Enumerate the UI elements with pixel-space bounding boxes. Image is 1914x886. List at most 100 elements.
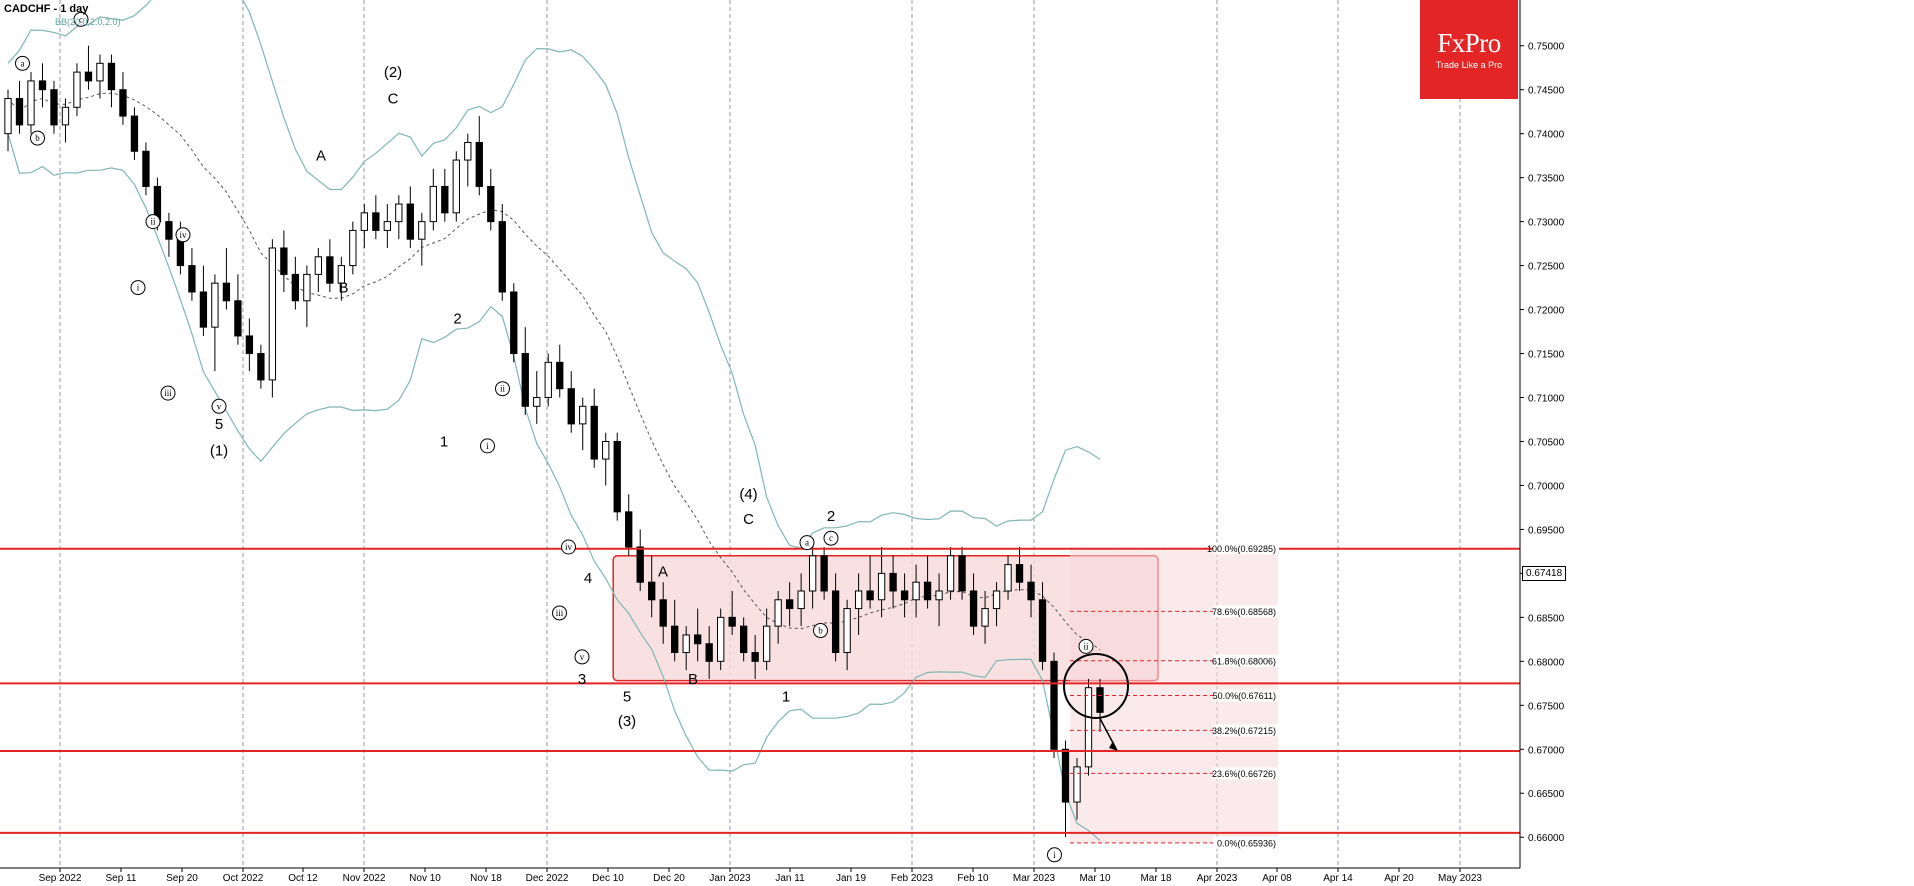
x-tick-label: Apr 2023 [1197,873,1238,884]
candle-body [1096,687,1104,713]
candle-body [372,212,380,231]
candle-body [429,185,437,223]
x-tick-label: Dec 20 [653,873,685,884]
wave-label: v [580,652,585,662]
candle-body [717,616,725,662]
wave-label: iii [164,388,172,398]
x-tick-label: Oct 12 [288,873,318,884]
y-tick-label: 0.73500 [1528,174,1565,185]
candle-body [877,572,886,601]
x-tick-label: Dec 10 [592,873,624,884]
candle-body [15,97,24,126]
candle-body [452,159,460,214]
logo-brand: FxPro [1437,28,1501,58]
x-tick-label: Apr 14 [1323,873,1353,884]
candle-body [27,80,35,126]
candle-body [854,590,863,610]
x-tick-label: Jan 19 [836,873,866,884]
candle-body [544,361,552,399]
wave-circle [30,130,45,146]
y-tick-label: 0.75000 [1528,42,1565,53]
candle-body [843,608,851,654]
x-tick-label: Apr 08 [1262,873,1292,884]
wave-label: b [35,133,40,143]
x-tick-label: Sep 2022 [39,873,82,884]
fxpro-logo: FxPro Trade Like a Pro [1420,0,1518,99]
candle-body [4,97,12,135]
wave-label: 3 [578,671,586,688]
candle-body [659,599,667,627]
candle-body [291,273,300,302]
candle-body [38,80,47,91]
candle-body [935,590,943,601]
highlight-circle [1063,652,1129,719]
x-tick-label: Mar 2023 [1013,873,1056,884]
candle-body [142,150,150,187]
fib-label: 100.0%(0.69285) [1207,544,1276,554]
y-tick-label: 0.70000 [1528,481,1565,492]
wave-circle [799,535,815,551]
wave-label: a [805,538,809,548]
wave-label: (2) [384,64,402,81]
indicator-label: BB(20,0,2.0,2.0) [55,17,121,27]
y-tick-label: 0.73000 [1528,218,1565,229]
wave-circle [813,623,828,639]
annotations [1063,652,1129,752]
candle-body [923,581,932,601]
y-tick-label: 0.71000 [1528,394,1565,405]
price-axis: 0.75000 0.74500 0.74000 0.73500 0.73000 0.725… [1519,0,1565,868]
candle-body [130,115,139,152]
wave-label: ii [150,217,156,227]
candle-body [981,608,989,627]
x-tick-label: Nov 10 [409,873,441,884]
wave-circle [160,385,176,401]
wave-label: C [388,90,399,107]
fib-label: 23.6%(0.66726) [1212,769,1276,779]
candle-body [1061,748,1070,803]
candle-body [50,89,58,126]
wave-label: ii [1083,641,1089,651]
candle-body [567,388,575,425]
wave-circle [1047,847,1062,863]
candle-body [694,634,702,645]
candle-body [1050,660,1058,750]
y-tick-label: 0.69500 [1528,525,1565,536]
candle-body [625,511,633,548]
projection-arrow-line [1099,718,1115,746]
candle-body [268,247,277,381]
wave-label: iii [556,608,564,618]
wave-label: 4 [584,570,592,587]
candle-body [176,238,185,267]
fib-label: 50.0%(0.67611) [1213,691,1276,701]
candle-body [602,440,610,460]
candle-body [992,590,1001,610]
time-axis: Sep 2022 Sep 11 Sep 20 Oct 2022 Oct 12 Nov 20… [0,867,1520,884]
x-tick-label: May 2023 [1438,873,1482,884]
candle-body [671,625,679,654]
candle-body [969,590,978,627]
x-tick-label: Nov 2022 [343,873,386,884]
wave-label: iv [179,230,187,240]
candle-body [326,256,334,284]
candle-body [395,203,403,223]
candle-body [349,229,357,267]
candle-body [360,212,368,231]
candle-body [797,590,805,610]
y-tick-label: 0.67000 [1528,745,1565,756]
candle-body [636,546,644,583]
wave-label: 5 [623,689,631,706]
wave-label: a [21,58,25,68]
candle-body [222,282,231,302]
wave-label: A [658,564,668,581]
candle-body [337,265,346,284]
candle-body [211,282,219,328]
candle-body [762,625,771,662]
fibonacci-levels: 100.0%(0.69285) 78.6%(0.68568) 61.8%(0.680… [1070,542,1279,849]
wave-circle [130,280,146,296]
candle-body [257,353,265,381]
bollinger-bands [7,0,1101,842]
logo-tagline: Trade Like a Pro [1435,60,1503,70]
candle-body [475,141,483,187]
wave-label: B [338,280,348,297]
fib-label-bg [1213,767,1279,780]
